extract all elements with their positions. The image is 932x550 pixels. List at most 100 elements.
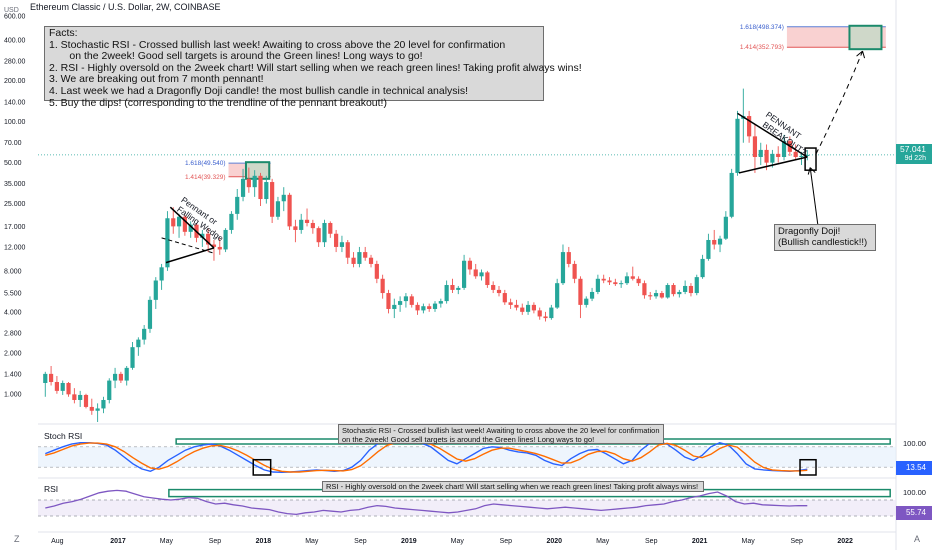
fib-label-1618: 1.618(498.374) [740, 24, 784, 31]
candle-body [566, 252, 571, 264]
x-tick-label: Sep [790, 538, 803, 545]
candle-body [683, 285, 688, 292]
candle-body [764, 149, 769, 163]
candle-body [537, 310, 542, 317]
rsi-band [38, 500, 896, 516]
candle-body [520, 307, 525, 312]
candle-body [665, 285, 670, 298]
rsi-pane-label[interactable]: RSI [44, 484, 59, 494]
candle-body [712, 239, 717, 245]
candle-body [450, 285, 455, 290]
candle-body [444, 285, 449, 302]
candle-body [752, 136, 758, 157]
candle-body [107, 380, 112, 400]
candle-body [78, 394, 83, 400]
candle-body [601, 278, 606, 281]
stoch-k-line [45, 439, 808, 474]
facts-note-box[interactable]: Facts: 1. Stochastic RSI - Crossed bulli… [44, 26, 582, 108]
y-tick-label: 4.000 [4, 309, 22, 316]
pennant-trendline [169, 206, 215, 249]
stoch-pane-label[interactable]: Stoch RSI [44, 431, 83, 441]
candle-body [95, 408, 100, 411]
candle-body [142, 328, 147, 340]
auto-scale-button[interactable]: A [914, 534, 921, 544]
y-tick-label: 2.800 [4, 330, 22, 337]
candle-body [357, 252, 362, 264]
y-tick-label: 12.000 [4, 244, 26, 251]
candle-body [677, 291, 682, 295]
x-tick-label: 2020 [546, 538, 562, 545]
candle-body [60, 382, 65, 391]
stoch-band [38, 446, 896, 468]
x-tick-label: Aug [51, 538, 64, 545]
last-price-value: 57.041 [900, 144, 926, 154]
rsi-top-tick: 100.00 [903, 488, 926, 497]
candle-body [339, 242, 345, 247]
candle-body [543, 316, 548, 319]
candle-body [473, 269, 478, 277]
candle-body [555, 283, 560, 308]
candle-body [589, 291, 595, 299]
candle-body [514, 304, 519, 308]
projection-arrowhead [856, 50, 866, 59]
candle-body [799, 155, 804, 157]
candle-body [304, 219, 310, 223]
tradingview-logo[interactable]: Z [14, 534, 20, 544]
candle-body [54, 382, 59, 391]
pennant-trendline [737, 112, 808, 158]
rsi-note-box[interactable]: RSI - Highly oversold on the 2week chart… [322, 481, 704, 492]
candle-body [392, 304, 397, 309]
candle-body [130, 347, 135, 368]
y-tick-label: 8.000 [4, 268, 22, 275]
candle-body [630, 276, 635, 279]
candle-body [112, 373, 118, 381]
candle-body [403, 296, 409, 302]
candle-body [165, 218, 170, 268]
candle-body [235, 196, 240, 214]
last-price-tag: 57.041 9d 22h [896, 144, 932, 164]
y-tick-label: 70.00 [4, 140, 22, 147]
x-tick-label: May [305, 538, 319, 545]
candle-body [153, 280, 158, 300]
currency-label: USD [4, 7, 19, 14]
x-tick-label: 2017 [110, 538, 126, 545]
y-tick-label: 600.00 [4, 13, 26, 20]
candle-body [217, 246, 222, 250]
candle-body [275, 201, 281, 217]
candle-body [584, 298, 589, 305]
y-tick-label: 1.400 [4, 371, 22, 378]
candle-body [182, 216, 187, 232]
stoch-marker-box [252, 458, 272, 476]
pennant-dashed-line [161, 237, 215, 254]
x-tick-label: 2019 [401, 538, 417, 545]
x-tick-label: May [451, 538, 465, 545]
y-tick-label: 1.000 [4, 391, 22, 398]
candle-body [776, 153, 781, 157]
candle-body [368, 257, 374, 264]
target-box-left [244, 161, 271, 180]
x-tick-label: Sep [500, 538, 513, 545]
candle-body [386, 293, 391, 309]
candle-body [717, 238, 723, 245]
candle-body [438, 301, 443, 304]
candle-body [374, 263, 379, 279]
candle-body [502, 293, 507, 303]
candle-body [706, 239, 711, 259]
rsi-value-tag: 55.74 [896, 506, 932, 520]
candle-body [409, 296, 414, 305]
candle-body [793, 151, 798, 157]
y-tick-label: 35.000 [4, 181, 26, 188]
candle-body [729, 172, 734, 217]
candle-body [723, 216, 728, 239]
symbol-title[interactable]: Ethereum Classic / U.S. Dollar, 2W, COIN… [30, 2, 221, 12]
candle-body [171, 218, 176, 227]
doji-note-box[interactable]: Dragonfly Doji! (Bullish candlestick!!) [774, 224, 876, 251]
candle-body [258, 175, 263, 200]
candle-body [188, 224, 193, 232]
candle-body [491, 285, 496, 290]
doji-pointer-arrow [809, 167, 819, 227]
candle-body [770, 153, 775, 163]
stoch-note-box[interactable]: Stochastic RSI - Crossed bullish last we… [338, 424, 664, 444]
